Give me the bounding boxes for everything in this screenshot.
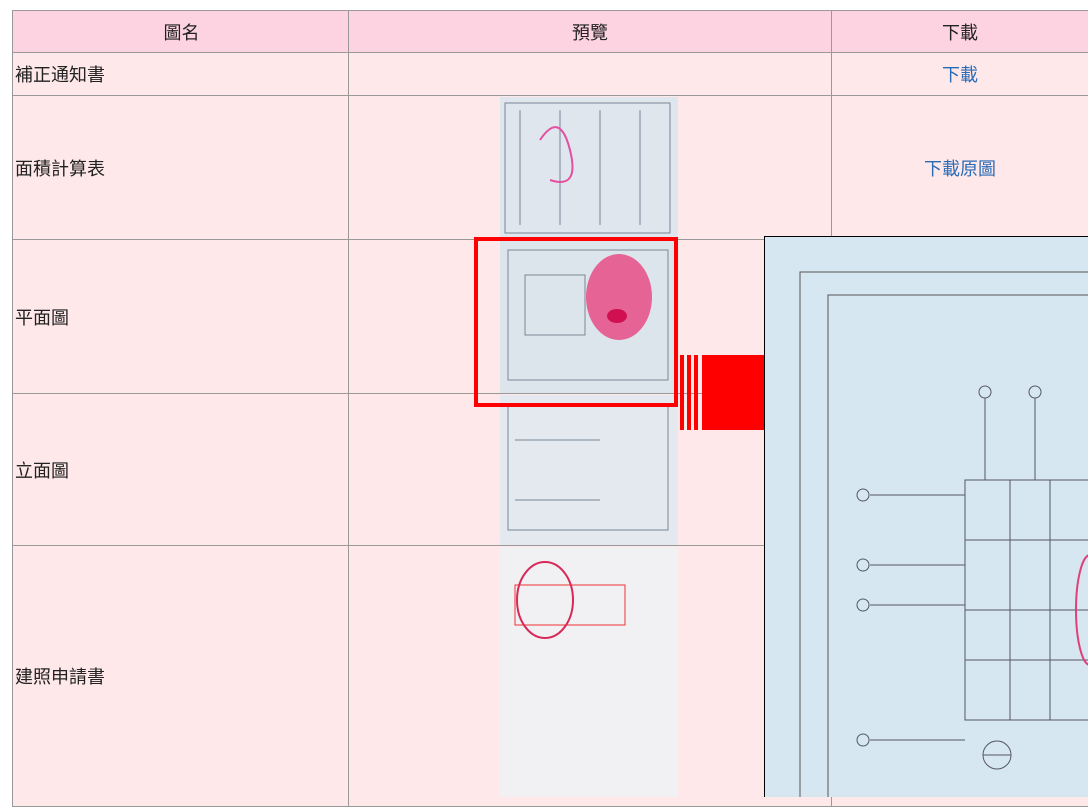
- pink-marker: [586, 254, 652, 340]
- scribble: [517, 562, 573, 638]
- pink-marker: [607, 309, 627, 323]
- thumbnail-sketch: [505, 103, 670, 625]
- scribble: [540, 127, 573, 182]
- enlarged-preview: [765, 237, 1088, 798]
